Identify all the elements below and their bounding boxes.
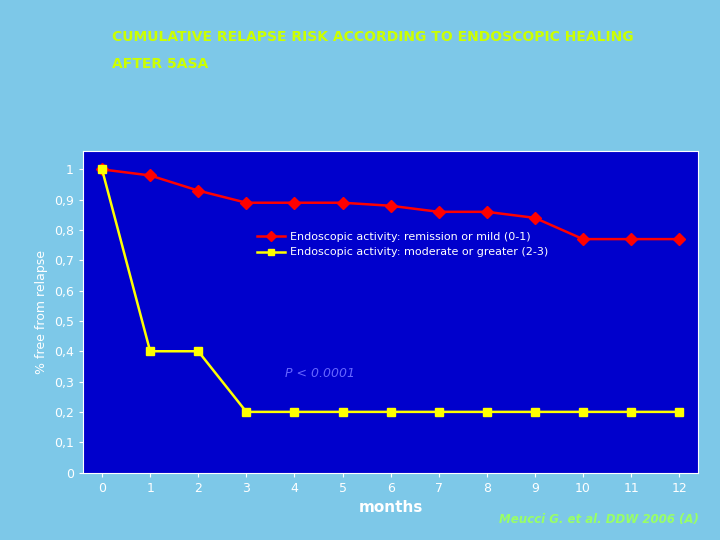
Text: CUMULATIVE RELAPSE RISK ACCORDING TO ENDOSCOPIC HEALING: CUMULATIVE RELAPSE RISK ACCORDING TO END… xyxy=(112,30,633,44)
X-axis label: months: months xyxy=(359,500,423,515)
Text: AFTER 5ASA: AFTER 5ASA xyxy=(112,57,208,71)
Text: Meucci G. et al. DDW 2006 (A): Meucci G. et al. DDW 2006 (A) xyxy=(498,514,698,526)
Legend: Endoscopic activity: remission or mild (0-1), Endoscopic activity: moderate or g: Endoscopic activity: remission or mild (… xyxy=(253,227,553,262)
Text: P < 0.0001: P < 0.0001 xyxy=(285,367,355,380)
Y-axis label: % free from relapse: % free from relapse xyxy=(35,250,48,374)
